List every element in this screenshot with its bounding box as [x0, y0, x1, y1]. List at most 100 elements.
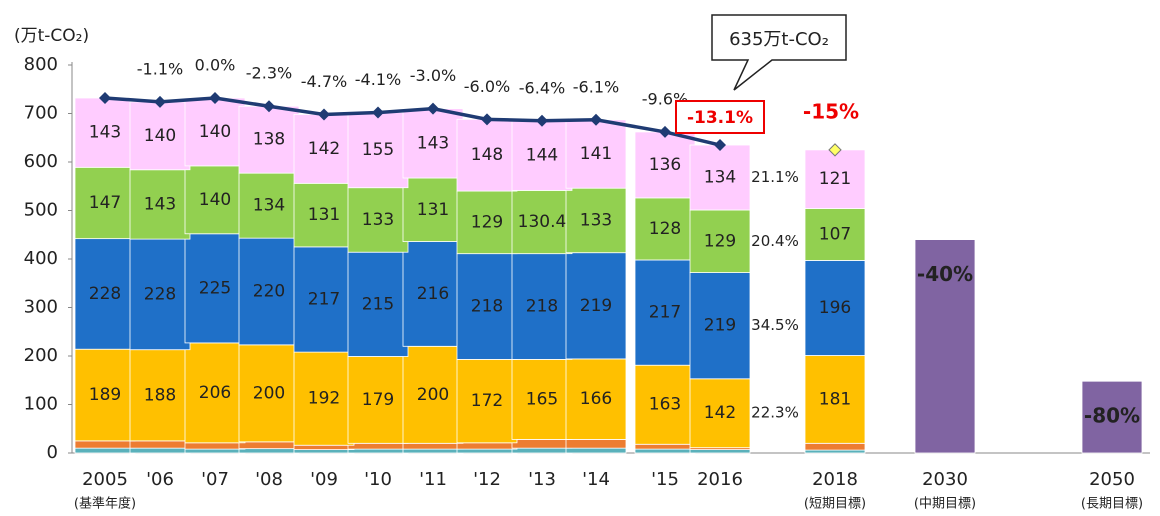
x-tick-label: '14: [582, 469, 610, 490]
bar-segment: [689, 272, 751, 380]
bar-segment: [293, 246, 355, 353]
line-marker: [590, 113, 602, 126]
target-marker: [828, 143, 842, 157]
bar-segment: [402, 177, 464, 242]
bar-segment: [456, 442, 518, 450]
segment-label: 216: [417, 284, 449, 304]
segment-label: 134: [253, 196, 285, 216]
bar-segment: [402, 241, 464, 347]
segment-label: 217: [308, 289, 340, 309]
change-label: -6.4%: [519, 78, 565, 97]
segment-label: 206: [199, 383, 231, 403]
change-label: -1.1%: [137, 59, 183, 78]
segment-label: 218: [526, 297, 558, 317]
y-tick-label: 500: [24, 200, 58, 221]
bar-segment: [347, 448, 409, 454]
segment-label: 143: [417, 133, 449, 153]
segment-label: 130.4: [518, 212, 567, 232]
share-label: 22.3%: [751, 404, 799, 422]
bar-segment: [456, 190, 518, 255]
change-label: -13.1%: [687, 108, 753, 128]
line-marker: [481, 113, 493, 126]
bar-segment: [184, 442, 246, 450]
segment-label: 140: [144, 126, 176, 146]
x-tick-label: 2018: [812, 469, 858, 490]
segment-label: 219: [704, 316, 736, 336]
change-box: [675, 100, 765, 134]
change-label: -4.7%: [301, 72, 347, 91]
x-tick-label: '10: [364, 469, 392, 490]
bar-segment: [347, 251, 409, 357]
bar-segment: [565, 439, 627, 449]
segment-label: 215: [362, 294, 394, 314]
segment-label: 181: [819, 389, 851, 409]
x-tick-label: '09: [310, 469, 338, 490]
line-marker: [99, 91, 111, 104]
share-label: 34.5%: [751, 316, 799, 334]
segment-label: 225: [199, 278, 231, 298]
bar-segment: [238, 237, 300, 346]
segment-label: 179: [362, 390, 394, 410]
segment-label: 129: [704, 231, 736, 251]
bar-segment: [914, 239, 976, 454]
segment-label: 131: [308, 205, 340, 225]
segment-label: 121: [819, 169, 851, 189]
bar-segment: [402, 345, 464, 444]
bar-segment: [129, 169, 191, 240]
bar-segment: [565, 252, 627, 360]
line-marker: [318, 108, 330, 121]
segment-label: 138: [253, 130, 285, 150]
segment-label: 147: [89, 193, 121, 213]
bar-segment: [347, 187, 409, 253]
segment-label: 133: [580, 210, 612, 230]
segment-label: 134: [704, 168, 736, 188]
x-tick-label: '15: [651, 469, 679, 490]
change-label: -15%: [803, 100, 859, 124]
change-label: 0.0%: [195, 55, 236, 74]
y-tick-label: 300: [24, 297, 58, 318]
segment-label: 129: [471, 212, 503, 232]
x-tick-sublabel: (短期目標): [804, 497, 866, 512]
bar-segment: [804, 260, 866, 356]
bar-segment: [238, 441, 300, 450]
segment-label: 133: [362, 210, 394, 230]
bar-segment: [74, 447, 136, 454]
bar-segment: [129, 440, 191, 449]
y-tick-label: 800: [24, 54, 58, 75]
bar-segment: [184, 97, 246, 167]
segment-label: 166: [580, 389, 612, 409]
line-marker: [659, 125, 671, 138]
change-label: -2.3%: [246, 64, 292, 83]
line-marker: [209, 91, 221, 104]
bar-segment: [402, 448, 464, 454]
segment-label: 141: [580, 144, 612, 164]
bar-segment: [511, 447, 573, 454]
bar-segment: [74, 97, 136, 168]
bar-segment: [1081, 380, 1143, 454]
segment-label: 136: [649, 155, 681, 175]
bar-segment: [402, 108, 464, 179]
change-label: -4.1%: [355, 70, 401, 89]
bar-segment: [634, 197, 696, 261]
segment-label: 200: [253, 383, 285, 403]
segment-label: 143: [144, 194, 176, 214]
segment-label: 192: [308, 389, 340, 409]
bar-segment: [74, 440, 136, 449]
segment-label: 143: [89, 123, 121, 143]
bar-segment: [511, 190, 573, 255]
segment-label: 142: [308, 139, 340, 159]
bar-segment: [634, 443, 696, 450]
segment-label: 228: [144, 284, 176, 304]
bar-segment: [74, 348, 136, 442]
bar-segment: [184, 448, 246, 454]
segment-label: 220: [253, 281, 285, 301]
segment-label: 218: [471, 297, 503, 317]
segment-label: 142: [704, 403, 736, 423]
bar-segment: [511, 439, 573, 449]
bar-segment: [511, 253, 573, 360]
bar-segment: [565, 447, 627, 454]
bar-segment: [129, 447, 191, 454]
bar-segment: [634, 364, 696, 445]
change-label: -40%: [917, 262, 973, 286]
